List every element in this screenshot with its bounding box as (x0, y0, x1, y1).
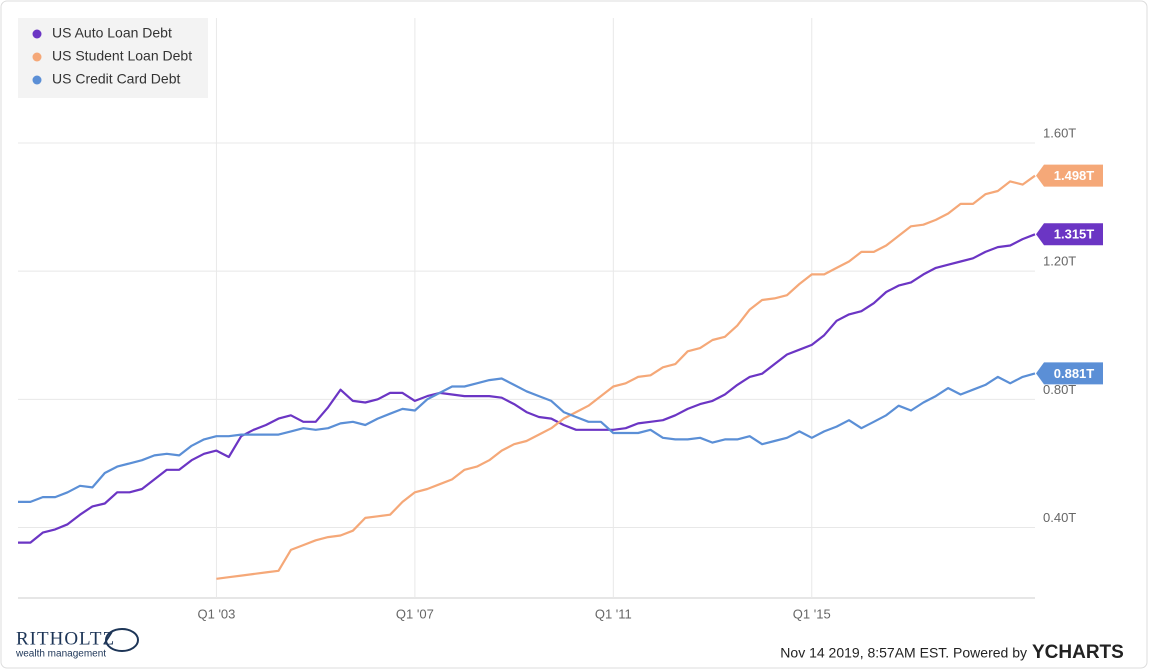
legend-marker (32, 52, 42, 62)
end-label-tag (1036, 164, 1103, 187)
legend-marker (32, 75, 42, 85)
x-tick-label: Q1 '15 (793, 606, 831, 621)
legend-label: US Auto Loan Debt (52, 25, 172, 41)
x-tick-label: Q1 '07 (396, 606, 434, 621)
end-label-tag (1036, 223, 1103, 246)
logo-sub: wealth management (15, 649, 106, 660)
y-tick-label: 1.20T (1043, 254, 1076, 269)
end-label: 0.881T (1054, 366, 1095, 381)
legend (18, 18, 208, 98)
end-label-tag (1036, 362, 1103, 385)
line-series (216, 174, 1036, 580)
y-tick-label: 0.80T (1043, 382, 1076, 397)
line-series (18, 372, 1036, 503)
x-tick-label: Q1 '03 (197, 606, 235, 621)
logo-icon (105, 628, 139, 652)
legend-label: US Student Loan Debt (52, 48, 192, 64)
y-tick-label: 0.40T (1043, 510, 1076, 525)
legend-marker (32, 29, 42, 39)
end-label: 1.498T (1054, 168, 1095, 183)
x-tick-label: Q1 '11 (595, 606, 632, 621)
brand: YCHARTS (1032, 642, 1124, 663)
legend-label: US Credit Card Debt (52, 71, 180, 87)
logo: RITHOLTZ (16, 628, 115, 649)
end-label: 1.315T (1054, 227, 1095, 242)
y-tick-label: 1.60T (1043, 125, 1076, 140)
timestamp: Nov 14 2019, 8:57AM EST. Powered by (780, 645, 1027, 661)
line-series (18, 233, 1036, 544)
